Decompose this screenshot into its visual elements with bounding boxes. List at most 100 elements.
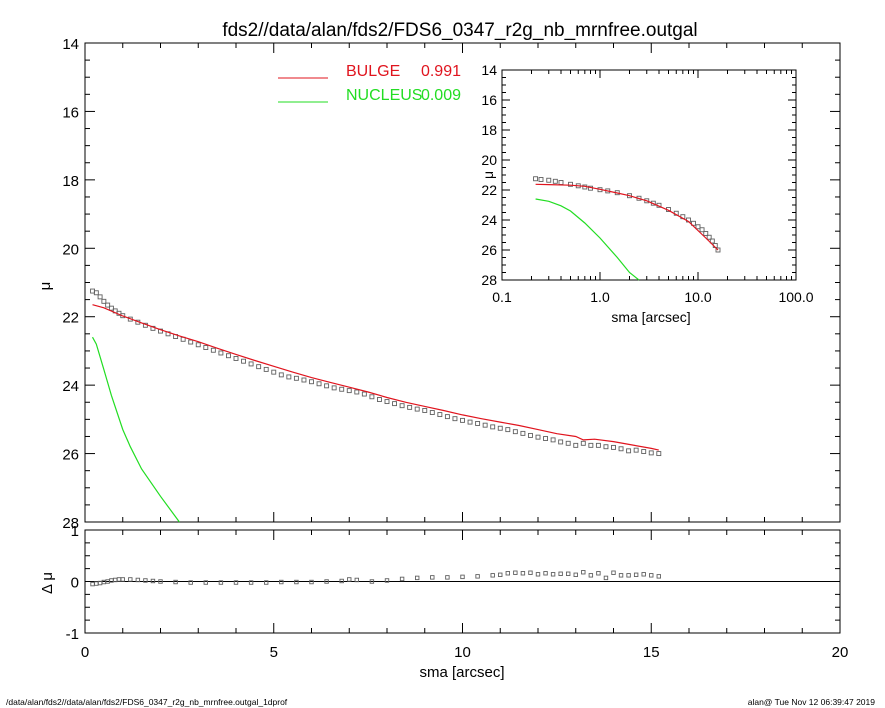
data-point	[93, 290, 99, 296]
legend-label: BULGE	[346, 63, 400, 80]
residual-point	[264, 580, 269, 585]
data-point	[248, 361, 254, 367]
residual-point	[384, 578, 390, 583]
data-point	[97, 294, 103, 300]
data-point	[346, 388, 352, 394]
data-point	[460, 417, 465, 423]
residual-point	[633, 572, 639, 578]
data-point	[452, 416, 458, 422]
inset-data-point	[568, 181, 573, 187]
residual-point	[528, 570, 533, 575]
residual-point	[550, 572, 556, 577]
residual-point	[490, 573, 495, 578]
residual-point	[543, 571, 548, 576]
data-point	[573, 442, 579, 448]
residual-point	[90, 581, 95, 587]
residual-point	[339, 578, 344, 584]
inset-panel: 14 16 18 20 22 24 26 280.1 1.0 10.0 100.0 sma [arcs…	[480, 62, 814, 325]
data-point	[256, 364, 262, 370]
residual-point	[279, 579, 284, 585]
residual-point	[309, 579, 314, 585]
inset-y-tick-label: 26	[481, 242, 497, 258]
inset-y-tick-label: 14	[481, 62, 497, 78]
data-point	[361, 391, 367, 397]
data-point	[618, 446, 624, 452]
data-point	[316, 381, 322, 387]
residual-point	[158, 579, 163, 584]
residual-point	[369, 579, 375, 584]
residual-point	[520, 571, 526, 576]
x-tick-label: 15	[643, 644, 660, 661]
residual-point	[399, 576, 405, 582]
residual-point	[475, 574, 480, 579]
residual-point	[188, 580, 193, 585]
inset-plot-frame	[501, 69, 797, 281]
y-tick-label: 28	[62, 515, 79, 532]
data-point	[384, 399, 390, 405]
residual-point	[150, 578, 156, 584]
x-tick-label: 10	[454, 644, 471, 661]
inset-data-point	[709, 238, 715, 244]
y-tick-label: 24	[62, 378, 79, 395]
data-point	[543, 436, 548, 441]
data-point	[482, 422, 488, 428]
data-point	[528, 432, 533, 438]
data-point	[188, 339, 194, 345]
data-point	[309, 379, 314, 385]
data-point	[108, 305, 114, 311]
residual-point	[460, 574, 465, 580]
residual-point	[218, 580, 224, 585]
data-point	[535, 434, 541, 440]
y-tick-label: 1	[71, 523, 79, 540]
inset-x-tick-label: 100.0	[778, 289, 813, 305]
data-point	[656, 451, 662, 457]
y-tick-label: 26	[62, 447, 79, 464]
data-point	[218, 350, 224, 356]
residual-point	[573, 572, 578, 578]
inset-data-point	[715, 247, 721, 253]
data-point	[301, 377, 307, 383]
data-point	[324, 383, 330, 389]
inset-y-tick-label: 20	[481, 152, 497, 168]
data-point	[611, 444, 616, 450]
residual-point	[294, 579, 299, 585]
residual-point	[233, 580, 239, 585]
data-point	[233, 356, 239, 361]
data-point	[422, 408, 428, 413]
data-point	[467, 419, 473, 425]
data-point	[505, 427, 511, 433]
y-tick-label: 18	[62, 173, 79, 190]
data-point	[354, 389, 360, 395]
residual-point	[649, 573, 654, 578]
inset-y-axis-label: μ	[480, 171, 496, 179]
inset-y-tick-label: 24	[481, 212, 497, 228]
residual-point	[324, 579, 329, 584]
y-tick-label: 22	[62, 310, 79, 327]
residual-axis-label: Δ μ	[39, 572, 56, 594]
residual-point	[248, 580, 254, 585]
footer-file-path: /data/alan/fds2//data/alan/fds2/FDS6_034…	[6, 697, 288, 707]
residual-point	[656, 574, 661, 579]
residual-point	[445, 575, 450, 580]
data-point	[377, 397, 382, 402]
data-point	[210, 347, 216, 353]
x-tick-label: 20	[832, 644, 849, 661]
residual-point	[558, 571, 563, 576]
y-tick-label: -1	[66, 626, 79, 643]
inset-data-point	[706, 234, 712, 240]
data-point	[512, 429, 518, 435]
data-point	[392, 401, 397, 407]
inset-data-point	[546, 177, 552, 183]
residual-point	[120, 577, 125, 582]
data-point	[648, 450, 654, 456]
data-point	[105, 302, 111, 308]
data-point	[101, 298, 107, 304]
residual-point	[588, 573, 594, 578]
data-point	[497, 425, 503, 431]
residual-point	[101, 579, 107, 585]
data-point	[407, 404, 413, 410]
data-point	[278, 372, 284, 378]
inset-data-point	[533, 176, 539, 182]
